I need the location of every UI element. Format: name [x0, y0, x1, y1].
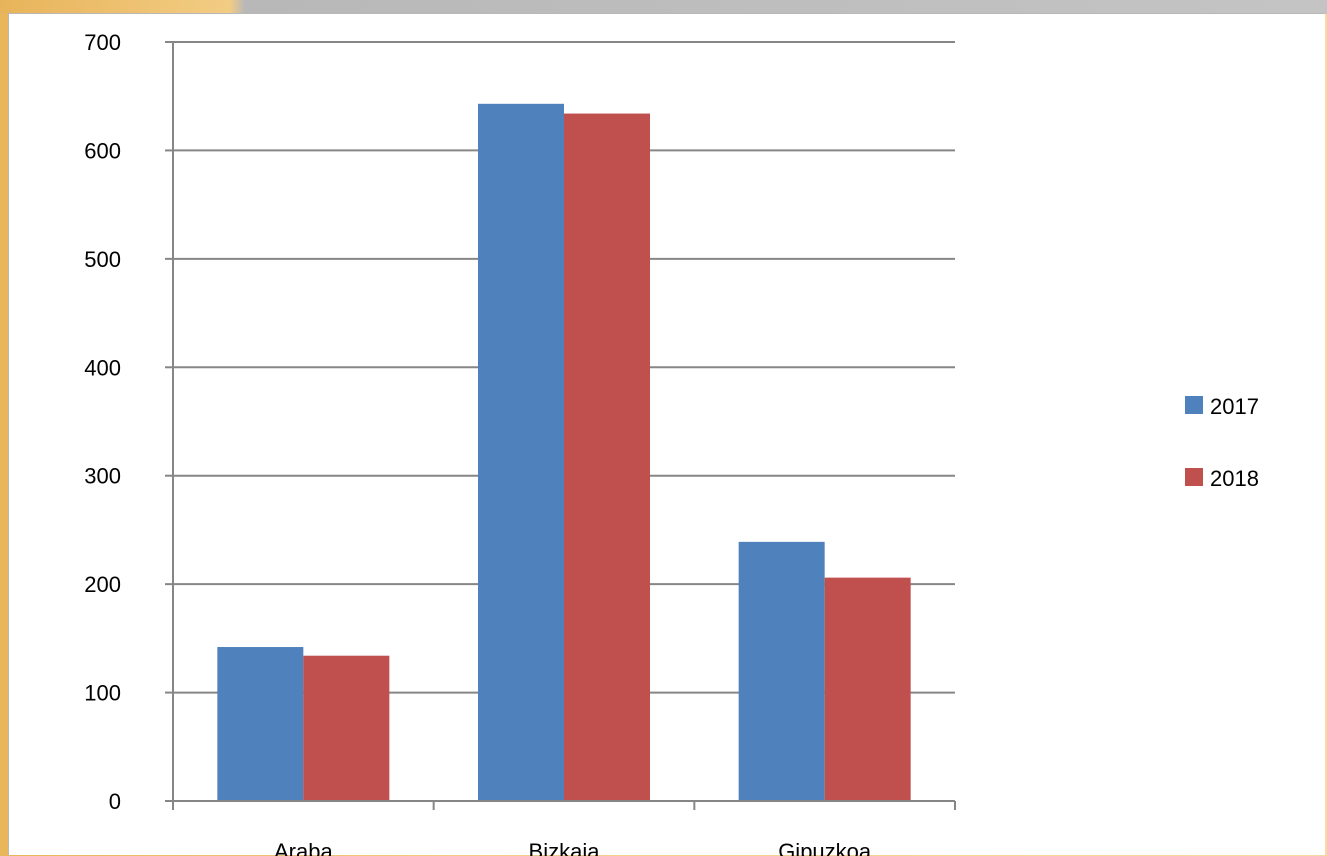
x-tick-label-bizkaia: Bizkaia	[529, 839, 601, 856]
bar-araba-2018	[303, 655, 390, 801]
y-tick-label: 500	[84, 247, 121, 272]
axes	[165, 41, 956, 810]
bar-gipuzkoa-2018	[824, 577, 911, 801]
bar-gipuzkoa-2017	[738, 541, 825, 801]
legend: 2017 2018	[1185, 394, 1259, 491]
bar-bizkaia-2017	[478, 103, 564, 802]
x-tick-label-gipuzkoa: Gipuzkoa	[778, 839, 872, 856]
y-tick-label: 300	[84, 464, 121, 489]
legend-label-2018: 2018	[1210, 466, 1259, 491]
bars	[217, 103, 911, 802]
x-tick-labels: Araba Bizkaia Gipuzkoa	[274, 839, 872, 856]
legend-swatch-2018	[1185, 468, 1203, 486]
y-tick-label: 100	[84, 681, 121, 706]
y-tick-label: 600	[84, 138, 121, 163]
top-strip	[0, 0, 1327, 14]
bar-chart: 0 100 200 300 400 500 600 700 Araba Bizkaia Gipuz…	[84, 30, 1259, 856]
bar-araba-2017	[217, 647, 304, 801]
y-tick-label: 200	[84, 572, 121, 597]
y-tick-label: 0	[109, 789, 121, 814]
y-tick-label: 400	[84, 355, 121, 380]
y-tick-label: 700	[84, 30, 121, 55]
legend-swatch-2017	[1185, 396, 1203, 414]
bar-bizkaia-2018	[564, 113, 650, 801]
y-tick-labels: 0 100 200 300 400 500 600 700	[84, 30, 121, 814]
legend-label-2017: 2017	[1210, 394, 1259, 419]
chart-panel: 0 100 200 300 400 500 600 700 Araba Bizkaia Gipuz…	[8, 13, 1325, 856]
x-tick-label-araba: Araba	[274, 839, 333, 856]
